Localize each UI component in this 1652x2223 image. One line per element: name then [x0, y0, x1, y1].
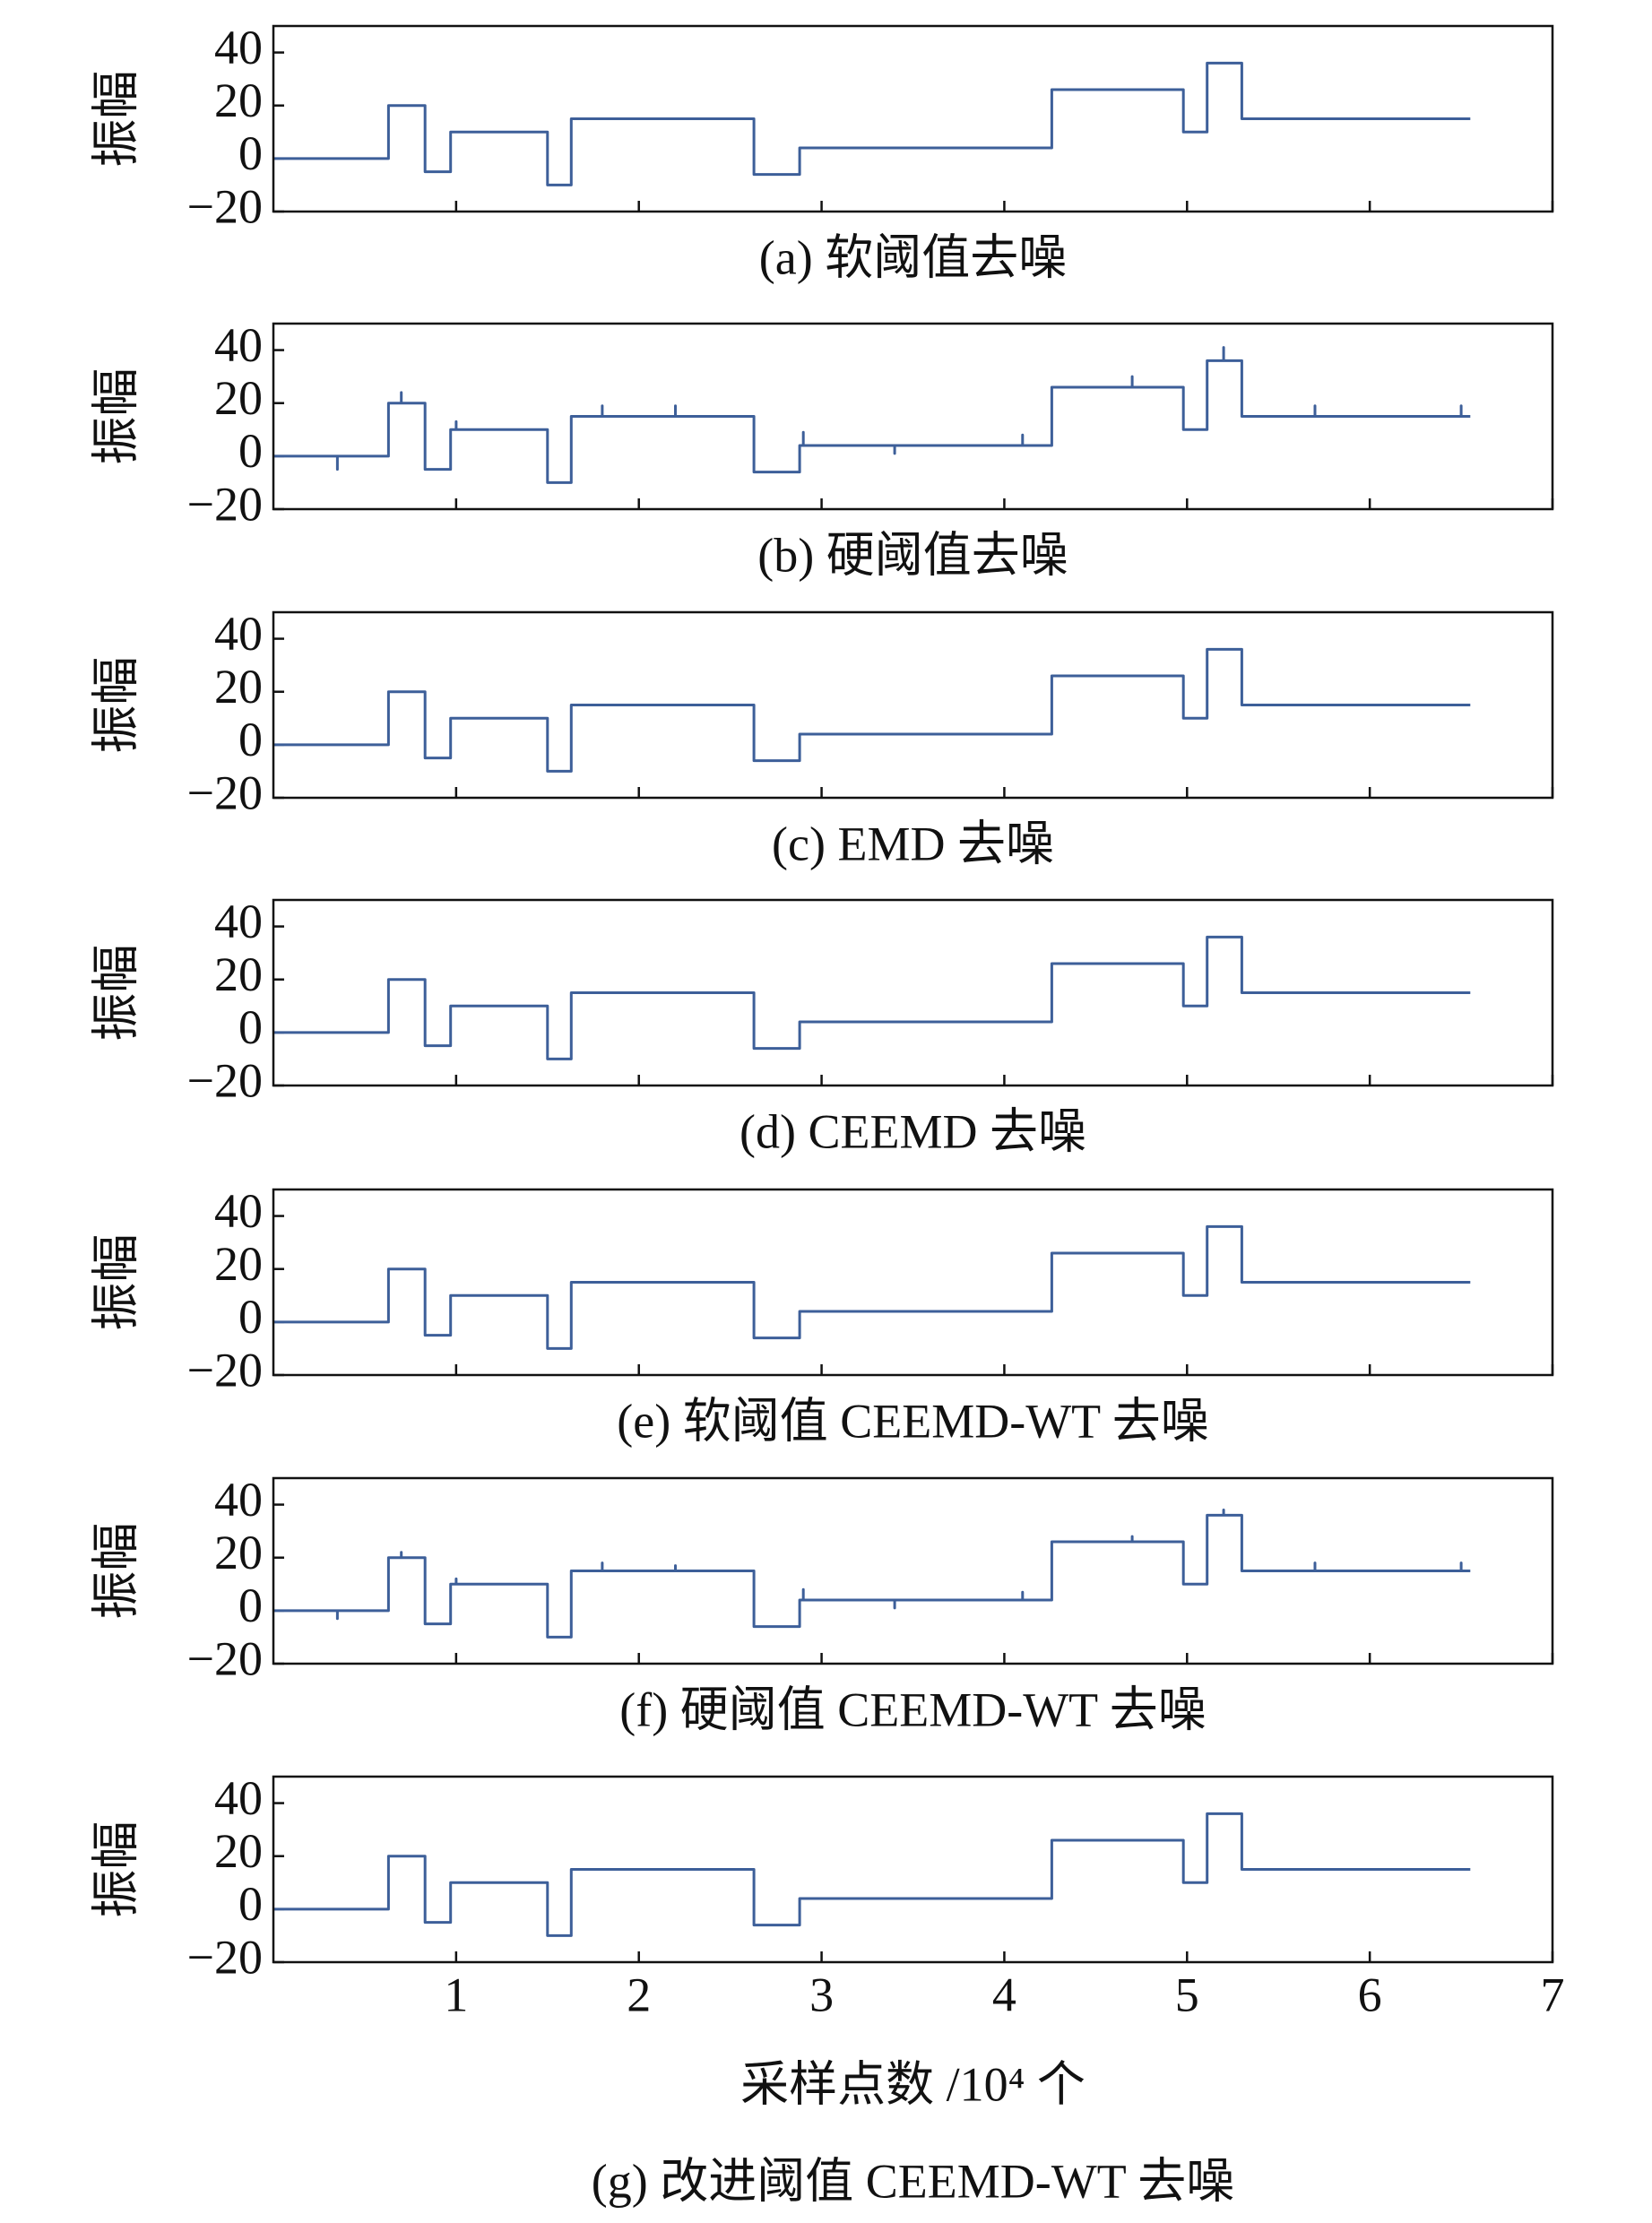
y-tick-label: 20: [214, 371, 263, 425]
x-axis-label: 采样点数 /10⁴ 个: [740, 2057, 1085, 2111]
y-tick-label: 40: [214, 1473, 263, 1527]
x-tick-label: 1: [444, 1968, 468, 2021]
y-axis-label: 振幅: [89, 1523, 143, 1620]
y-tick-label: 40: [214, 1771, 263, 1825]
plot-frame: [272, 1476, 1554, 1665]
y-axis-label: 振幅: [89, 657, 143, 754]
y-tick-label: 40: [214, 607, 263, 661]
y-tick-label: 20: [214, 1237, 263, 1291]
y-tick-label: −20: [187, 766, 263, 819]
plot-frame: [272, 24, 1554, 213]
signal-line: [273, 1224, 1471, 1350]
y-axis-label: 振幅: [89, 945, 143, 1042]
y-tick-label: 0: [238, 1290, 263, 1344]
signal-line: [273, 647, 1471, 773]
y-tick-label: −20: [187, 1930, 263, 1984]
y-tick-label: 0: [238, 1000, 263, 1054]
panel-caption: (e) 软阈值 CEEMD-WT 去噪: [617, 1394, 1208, 1448]
y-axis-label: 振幅: [89, 71, 143, 168]
panel-caption: (f) 硬阈值 CEEMD-WT 去噪: [619, 1682, 1206, 1736]
y-tick-label: −20: [187, 1053, 263, 1107]
y-tick-label: 40: [214, 21, 263, 74]
y-axis-label: 振幅: [89, 1234, 143, 1331]
signal-line: [273, 346, 1471, 484]
x-tick-label: 3: [809, 1968, 834, 2021]
y-axis-label: 振幅: [89, 368, 143, 465]
y-tick-label: 20: [214, 1824, 263, 1878]
y-tick-label: 0: [238, 1579, 263, 1632]
signal-line: [273, 1509, 1471, 1639]
x-tick-label: 4: [992, 1968, 1016, 2021]
y-tick-label: 40: [214, 318, 263, 372]
panel-caption: (c) EMD 去噪: [772, 817, 1054, 870]
panel-caption: (a) 软阈值去噪: [759, 230, 1067, 284]
y-tick-label: −20: [187, 1631, 263, 1685]
y-tick-label: 40: [214, 1184, 263, 1238]
y-tick-label: 40: [214, 895, 263, 948]
y-tick-label: −20: [187, 477, 263, 531]
x-tick-label: 6: [1358, 1968, 1382, 2021]
y-tick-label: 0: [238, 126, 263, 180]
y-axis-label: 振幅: [89, 1821, 143, 1918]
y-tick-label: 20: [214, 74, 263, 127]
y-tick-label: 0: [238, 424, 263, 478]
y-tick-label: 20: [214, 947, 263, 1001]
plot-frame: [272, 1775, 1554, 1964]
x-tick-label: 7: [1541, 1968, 1565, 2021]
plot-frame: [272, 898, 1554, 1087]
y-tick-label: 0: [238, 1877, 263, 1931]
y-tick-label: −20: [187, 1343, 263, 1397]
signal-line: [273, 935, 1471, 1060]
y-tick-label: −20: [187, 179, 263, 233]
signal-line: [273, 61, 1471, 186]
panel-caption: (d) CEEMD 去噪: [740, 1104, 1086, 1158]
y-tick-label: 20: [214, 1526, 263, 1579]
plot-frame: [272, 610, 1554, 800]
y-tick-label: 20: [214, 660, 263, 714]
x-tick-label: 5: [1175, 1968, 1199, 2021]
x-tick-label: 2: [627, 1968, 651, 2021]
panel-caption: (g) 改进阈值 CEEMD-WT 去噪: [592, 2154, 1234, 2208]
plot-frame: [272, 1188, 1554, 1377]
signal-line: [273, 1812, 1471, 1937]
plot-frame: [272, 322, 1554, 511]
panel-caption: (b) 硬阈值去噪: [757, 528, 1068, 582]
y-tick-label: 0: [238, 713, 263, 766]
